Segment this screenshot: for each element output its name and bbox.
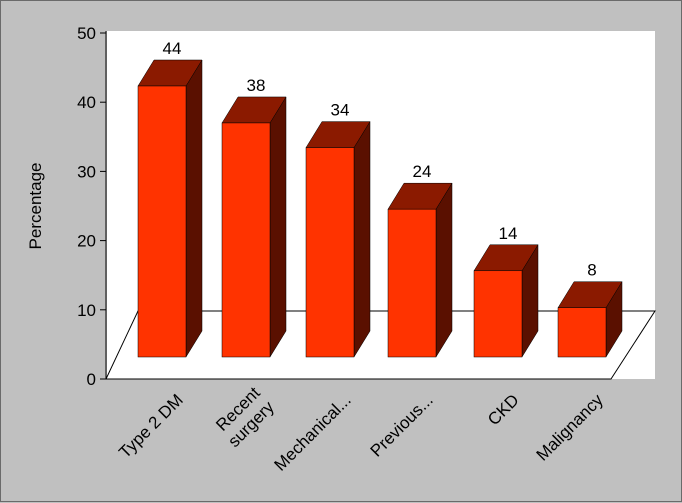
bar-side <box>185 59 203 358</box>
data-label: 34 <box>331 101 350 120</box>
data-label: 8 <box>587 261 596 280</box>
y-tick-label: 50 <box>77 24 96 43</box>
bar-front <box>557 307 607 358</box>
category-label: CKD <box>484 390 523 429</box>
bar-front <box>473 270 523 358</box>
y-tick-label: 40 <box>77 93 96 112</box>
bar: 34 <box>305 101 371 358</box>
y-tick-label: 20 <box>77 232 96 251</box>
bar-side <box>269 96 287 358</box>
bar-side <box>435 182 453 358</box>
category-label: Mechanical... <box>271 390 355 474</box>
chart-floor <box>105 310 656 380</box>
bar-front <box>387 208 437 358</box>
bar: 44 <box>137 39 203 358</box>
data-label: 24 <box>413 162 432 181</box>
bar: 14 <box>473 224 539 358</box>
y-tick-label: 30 <box>77 162 96 181</box>
y-axis: 0 10 20 30 40 50 <box>77 24 107 389</box>
bar-side <box>353 120 371 358</box>
bar: 38 <box>221 76 287 358</box>
bar-front <box>137 85 187 358</box>
y-tick-label: 0 <box>87 370 96 389</box>
bar-front <box>221 122 271 358</box>
category-label: Malignancy <box>533 390 608 465</box>
category-label: Type 2 DM <box>115 390 187 462</box>
data-label: 38 <box>247 76 266 95</box>
y-tick-label: 10 <box>77 301 96 320</box>
y-axis-label: Percentage <box>26 163 45 250</box>
bar: 8 <box>557 261 623 358</box>
category-label: Previous... <box>367 390 437 460</box>
bars: 44 38 34 24 14 8 <box>137 39 623 358</box>
bar: 24 <box>387 162 453 358</box>
category-label: Recentsurgery <box>210 383 278 451</box>
data-label: 44 <box>163 39 182 58</box>
bar-front <box>305 147 355 358</box>
data-label: 14 <box>499 224 518 243</box>
